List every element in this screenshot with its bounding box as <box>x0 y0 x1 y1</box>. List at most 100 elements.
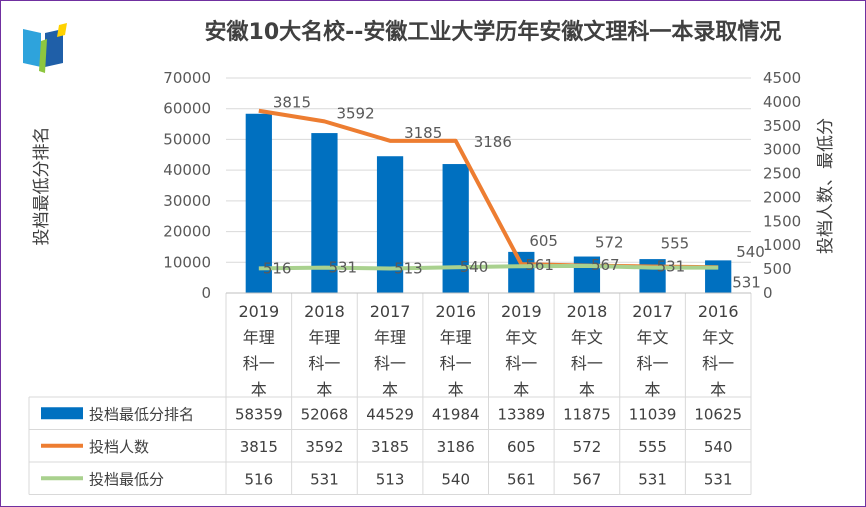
category-label: 年文 <box>637 328 669 347</box>
table-cell: 561 <box>507 470 536 488</box>
category-label: 年理 <box>440 328 472 347</box>
table-cell: 555 <box>638 438 667 456</box>
left-tick-label: 20000 <box>163 223 211 241</box>
right-tick-label: 1000 <box>763 236 801 254</box>
table-cell: 3186 <box>437 438 475 456</box>
data-label-count: 3186 <box>474 133 512 151</box>
category-label: 2017 <box>632 302 673 321</box>
logo-center-panel <box>39 39 47 73</box>
category-label: 年文 <box>571 328 603 347</box>
left-tick-label: 10000 <box>163 253 211 271</box>
right-tick-label: 2000 <box>763 188 801 206</box>
table-cell: 3592 <box>305 438 343 456</box>
category-label: 2016 <box>698 302 739 321</box>
left-tick-label: 30000 <box>163 192 211 210</box>
category-label: 本 <box>382 380 398 399</box>
table-cell: 11039 <box>629 405 677 423</box>
category-label: 科一 <box>702 354 734 373</box>
category-label: 年文 <box>505 328 537 347</box>
right-axis-title: 投档人数、最低分 <box>816 118 836 254</box>
data-label-count: 3815 <box>273 94 311 112</box>
logo-left-panel <box>23 29 41 67</box>
data-label-min-score: 513 <box>394 259 423 277</box>
data-label-min-score: 531 <box>657 258 686 276</box>
table-cell: 3185 <box>371 438 409 456</box>
category-label: 2019 <box>238 302 279 321</box>
data-label-min-score: 561 <box>525 256 554 274</box>
category-label: 科一 <box>505 354 537 373</box>
category-label: 年文 <box>702 328 734 347</box>
right-axis-ticks: 0 500 1000 1500 2000 2500 3000 3500 4000 4500 <box>763 69 801 302</box>
category-label: 科一 <box>308 354 340 373</box>
table-cell: 52068 <box>301 405 349 423</box>
data-label-min-score: 567 <box>591 256 620 274</box>
data-label-min-score: 531 <box>328 259 357 277</box>
right-tick-label: 0 <box>763 284 773 302</box>
category-label: 科一 <box>571 354 603 373</box>
bar <box>573 256 601 293</box>
category-label: 本 <box>710 380 726 399</box>
left-tick-label: 40000 <box>163 161 211 179</box>
table-cell: 605 <box>507 438 536 456</box>
category-label: 本 <box>448 380 464 399</box>
table-cell: 11875 <box>563 405 611 423</box>
category-label: 2018 <box>304 302 345 321</box>
category-label: 本 <box>645 380 661 399</box>
table-cell: 41984 <box>432 405 480 423</box>
category-label: 2017 <box>370 302 411 321</box>
category-label: 科一 <box>243 354 275 373</box>
data-label-count: 605 <box>529 232 558 250</box>
right-tick-label: 500 <box>763 260 792 278</box>
bar <box>508 251 535 293</box>
legend-key-bar <box>41 407 83 420</box>
legend-series-name: 投档人数 <box>89 438 149 456</box>
category-label: 本 <box>579 380 595 399</box>
left-tick-label: 50000 <box>163 130 211 148</box>
table-cell: 13389 <box>497 405 545 423</box>
right-tick-label: 4000 <box>763 93 801 111</box>
category-label: 本 <box>316 380 332 399</box>
bar <box>442 164 469 293</box>
data-label-count: 540 <box>736 243 765 261</box>
logo-right-panel <box>45 29 63 67</box>
chart-title: 安徽10大名校--安徽工业大学历年安徽文理科一本录取情况 <box>205 19 782 45</box>
line-series-min-score <box>258 263 719 271</box>
category-label: 本 <box>251 380 267 399</box>
left-tick-label: 70000 <box>163 69 211 87</box>
right-tick-label: 2500 <box>763 165 801 183</box>
table-cell: 572 <box>573 438 602 456</box>
data-label-count: 555 <box>661 234 690 252</box>
category-label: 年理 <box>374 328 406 347</box>
right-tick-label: 1500 <box>763 212 801 230</box>
category-label: 2019 <box>501 302 542 321</box>
category-label: 年理 <box>243 328 275 347</box>
right-tick-label: 4500 <box>763 69 801 87</box>
data-label-min-score: 531 <box>732 274 761 292</box>
table-cell: 540 <box>704 438 733 456</box>
legend-series-name: 投档最低分排名 <box>89 405 194 423</box>
left-axis-title: 投档最低分排名 <box>32 127 52 246</box>
table-cell: 531 <box>704 470 733 488</box>
category-label: 本 <box>513 380 529 399</box>
table-cell: 531 <box>638 470 667 488</box>
data-label-min-score: 516 <box>263 259 292 277</box>
table-cell: 3815 <box>240 438 278 456</box>
data-label-count: 3592 <box>336 104 374 122</box>
category-label: 科一 <box>637 354 669 373</box>
data-label-count: 3185 <box>404 124 442 142</box>
table-cell: 531 <box>310 470 339 488</box>
bar <box>245 113 272 293</box>
data-labels: 3815 3592 3185 3186 605 572 555 540 516 531 513 540… <box>263 94 765 292</box>
right-tick-label: 3000 <box>763 141 801 159</box>
data-label-count: 572 <box>595 234 624 252</box>
table-cell: 513 <box>376 470 405 488</box>
category-label: 2018 <box>567 302 608 321</box>
left-tick-label: 0 <box>201 284 211 302</box>
table-cell: 567 <box>573 470 602 488</box>
table-cell: 44529 <box>366 405 414 423</box>
table-cell: 58359 <box>235 405 283 423</box>
category-label: 2016 <box>435 302 476 321</box>
